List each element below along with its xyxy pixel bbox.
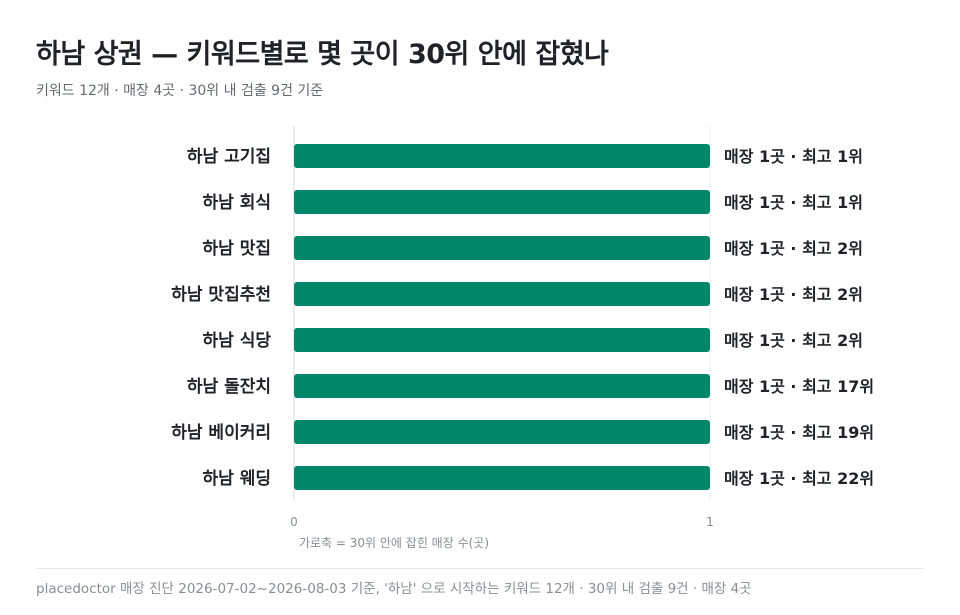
data-label: 매장 1곳 · 최고 1위 [724, 193, 863, 212]
x-axis-label: 가로축 = 30위 안에 잡힌 매장 수(곳) [299, 536, 489, 550]
data-label: 매장 1곳 · 최고 22위 [724, 469, 874, 488]
chart-title: 하남 상권 — 키워드별로 몇 곳이 30위 안에 잡혔나 [36, 39, 609, 70]
category-label: 하남 웨딩 [203, 469, 271, 489]
category-label: 하남 회식 [203, 193, 271, 213]
x-tick-label: 1 [706, 515, 714, 529]
data-label: 매장 1곳 · 최고 2위 [724, 239, 863, 258]
data-label: 매장 1곳 · 최고 2위 [724, 331, 863, 350]
data-label: 매장 1곳 · 최고 19위 [724, 423, 874, 442]
bar [294, 328, 710, 352]
bar [294, 190, 710, 214]
data-label: 매장 1곳 · 최고 2위 [724, 285, 863, 304]
bar [294, 466, 710, 490]
category-label: 하남 맛집 [203, 239, 271, 259]
footer-divider [36, 568, 924, 569]
bar [294, 144, 710, 168]
data-label: 매장 1곳 · 최고 17위 [724, 377, 874, 396]
category-label: 하남 맛집추천 [171, 285, 271, 305]
category-label: 하남 베이커리 [171, 423, 271, 443]
bar [294, 282, 710, 306]
bar [294, 420, 710, 444]
category-label: 하남 고기집 [187, 147, 271, 167]
bar [294, 236, 710, 260]
bar [294, 374, 710, 398]
data-label: 매장 1곳 · 최고 1위 [724, 147, 863, 166]
category-label: 하남 식당 [203, 331, 272, 351]
x-tick-label: 0 [290, 515, 298, 529]
chart-subtitle: 키워드 12개 · 매장 4곳 · 30위 내 검출 9건 기준 [36, 83, 324, 99]
category-label: 하남 돌잔치 [187, 377, 271, 397]
footer-note: placedoctor 매장 진단 2026-07-02~2026-08-03 … [36, 581, 752, 597]
